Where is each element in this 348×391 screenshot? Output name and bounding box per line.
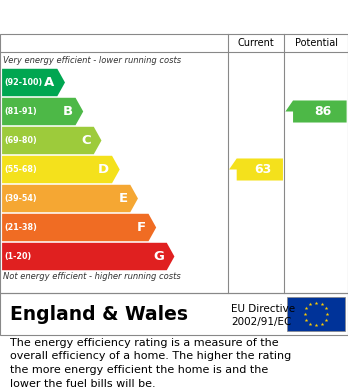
Text: 63: 63 xyxy=(255,163,272,176)
Polygon shape xyxy=(285,100,347,122)
Polygon shape xyxy=(2,214,156,241)
Text: Very energy efficient - lower running costs: Very energy efficient - lower running co… xyxy=(3,56,182,65)
Text: Current: Current xyxy=(238,38,274,48)
Polygon shape xyxy=(2,185,138,212)
Text: A: A xyxy=(44,76,55,89)
Text: B: B xyxy=(63,105,73,118)
Text: Not energy efficient - higher running costs: Not energy efficient - higher running co… xyxy=(3,272,181,281)
Text: England & Wales: England & Wales xyxy=(10,305,188,323)
Polygon shape xyxy=(2,98,83,125)
Text: (55-68): (55-68) xyxy=(5,165,37,174)
Polygon shape xyxy=(2,69,65,96)
Text: (39-54): (39-54) xyxy=(5,194,37,203)
Polygon shape xyxy=(2,156,120,183)
Text: Energy Efficiency Rating: Energy Efficiency Rating xyxy=(10,9,232,25)
Text: (21-38): (21-38) xyxy=(5,223,37,232)
Text: (69-80): (69-80) xyxy=(5,136,37,145)
Text: Potential: Potential xyxy=(294,38,338,48)
Text: F: F xyxy=(137,221,146,234)
Text: The energy efficiency rating is a measure of the
overall efficiency of a home. T: The energy efficiency rating is a measur… xyxy=(10,338,292,389)
Text: C: C xyxy=(81,134,91,147)
Text: 2002/91/EC: 2002/91/EC xyxy=(231,317,292,326)
Polygon shape xyxy=(229,158,283,181)
Text: G: G xyxy=(153,250,164,263)
Bar xyxy=(287,297,345,331)
Polygon shape xyxy=(2,243,174,270)
Text: (1-20): (1-20) xyxy=(5,252,32,261)
Text: 86: 86 xyxy=(315,105,332,118)
Text: D: D xyxy=(98,163,109,176)
Text: (81-91): (81-91) xyxy=(5,107,37,116)
Text: (92-100): (92-100) xyxy=(5,78,43,87)
Polygon shape xyxy=(2,127,102,154)
Text: EU Directive: EU Directive xyxy=(231,304,295,314)
Text: E: E xyxy=(118,192,127,205)
